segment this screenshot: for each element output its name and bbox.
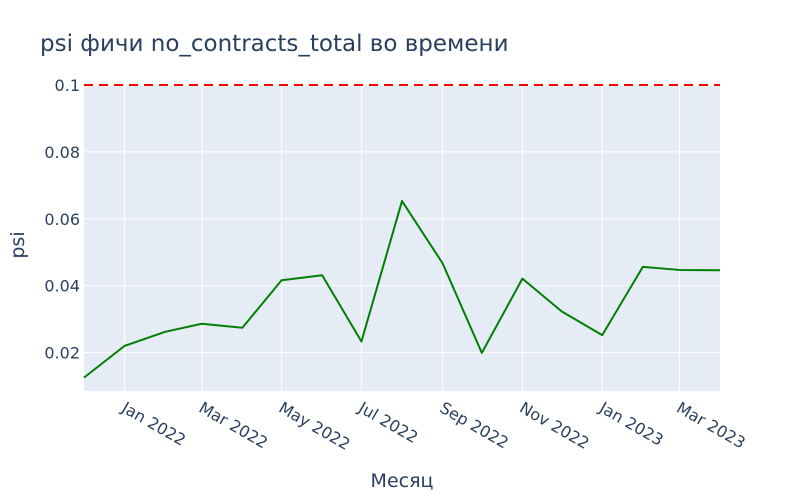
x-axis-label: Месяц [371,470,434,492]
x-tick-label: May 2022 [276,398,354,454]
chart-title: psi фичи no_contracts_total во времени [40,31,509,57]
y-tick-labels: 0.02 0.04 0.06 0.08 0.1 [44,76,80,363]
x-tick-labels: Jan 2022 Mar 2022 May 2022 Jul 2022 Sep 2022… [118,398,749,454]
x-tick-label: Jan 2023 [595,398,666,450]
x-tick-label: Jan 2022 [118,398,189,450]
y-tick-label: 0.08 [44,143,80,162]
x-tick-label: Mar 2023 [673,398,748,452]
x-tick-label: Mar 2022 [196,398,271,452]
x-tick-label: Jul 2022 [355,398,422,448]
x-tick-label: Nov 2022 [516,398,592,453]
y-axis-label: psi [7,231,29,258]
y-tick-label: 0.1 [55,76,80,95]
x-tick-label: Sep 2022 [437,398,512,452]
plot-area [84,85,720,391]
y-tick-label: 0.02 [44,344,80,363]
y-tick-label: 0.06 [44,210,80,229]
y-tick-label: 0.04 [44,277,80,296]
